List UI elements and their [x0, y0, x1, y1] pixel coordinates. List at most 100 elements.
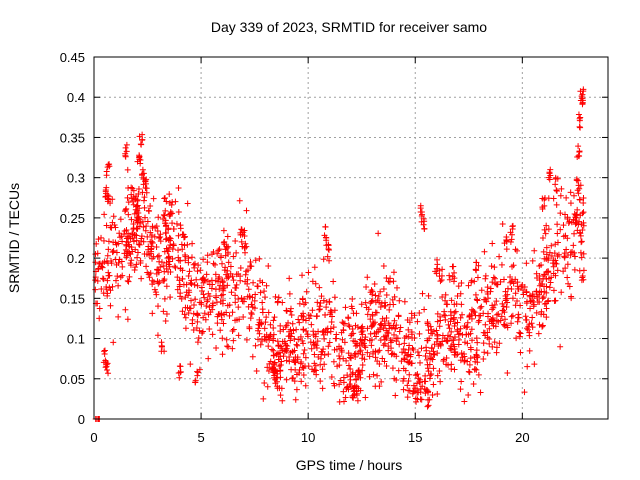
- data-point: [263, 282, 270, 289]
- data-point: [285, 333, 292, 340]
- data-point: [503, 246, 510, 253]
- data-point: [562, 211, 569, 218]
- data-point: [202, 316, 209, 323]
- data-point: [440, 356, 447, 363]
- data-point: [567, 200, 574, 207]
- data-point: [229, 328, 236, 335]
- data-point: [309, 278, 316, 285]
- data-point: [305, 312, 312, 319]
- data-point: [128, 257, 135, 264]
- data-point: [529, 324, 536, 331]
- data-point: [289, 375, 296, 382]
- data-point: [175, 232, 182, 239]
- data-point: [443, 337, 450, 344]
- data-point: [333, 331, 340, 338]
- data-point: [562, 265, 569, 272]
- data-point: [482, 275, 489, 282]
- data-point: [359, 351, 366, 358]
- data-point: [181, 311, 188, 318]
- data-point: [230, 337, 237, 344]
- data-point: [433, 327, 440, 334]
- data-point: [347, 365, 354, 372]
- data-point: [531, 301, 538, 308]
- data-point: [461, 323, 468, 329]
- data-point: [368, 336, 375, 343]
- data-point: [258, 320, 265, 327]
- data-point: [180, 234, 187, 241]
- data-point: [441, 308, 448, 315]
- data-point: [529, 314, 536, 321]
- data-point: [349, 392, 356, 399]
- data-point: [181, 242, 188, 249]
- data-point: [507, 279, 514, 286]
- data-point: [378, 322, 385, 329]
- data-point: [375, 293, 382, 300]
- data-point: [135, 186, 142, 193]
- data-point: [293, 326, 300, 333]
- data-point: [245, 286, 252, 293]
- data-point: [510, 280, 517, 287]
- data-point: [230, 326, 237, 333]
- data-point: [396, 328, 403, 335]
- data-point: [565, 251, 572, 258]
- data-point: [253, 368, 260, 375]
- data-point: [299, 337, 306, 344]
- data-point: [482, 272, 489, 279]
- data-point: [161, 295, 168, 302]
- data-point: [541, 301, 548, 308]
- data-point: [309, 366, 316, 373]
- data-point: [125, 211, 132, 218]
- data-point: [421, 225, 428, 232]
- data-point: [424, 337, 431, 344]
- data-point: [442, 297, 449, 304]
- data-point: [145, 243, 152, 250]
- data-point: [295, 336, 302, 343]
- data-point: [107, 224, 114, 231]
- data-point: [224, 282, 231, 289]
- data-point: [318, 348, 325, 355]
- data-point: [434, 310, 441, 317]
- data-point: [539, 235, 546, 242]
- data-point: [244, 276, 251, 283]
- data-point: [243, 207, 250, 214]
- data-point: [265, 368, 272, 375]
- data-point: [223, 244, 230, 251]
- data-point: [130, 221, 137, 228]
- data-point: [466, 361, 473, 368]
- data-point: [125, 199, 132, 206]
- data-point: [362, 344, 369, 351]
- data-point: [434, 335, 441, 342]
- data-point: [455, 331, 462, 338]
- data-point: [546, 249, 553, 256]
- data-point: [182, 294, 189, 301]
- data-point: [552, 241, 559, 248]
- data-point: [239, 231, 246, 238]
- data-point: [467, 346, 474, 353]
- data-point: [457, 386, 464, 393]
- data-point: [412, 395, 419, 402]
- data-point: [233, 281, 240, 288]
- data-point: [364, 325, 371, 332]
- data-point: [192, 260, 199, 267]
- data-point: [274, 370, 281, 377]
- data-point: [353, 383, 360, 390]
- data-point: [315, 328, 322, 335]
- data-point: [366, 353, 373, 360]
- data-point: [350, 330, 357, 337]
- data-point: [177, 265, 184, 272]
- data-point: [500, 303, 507, 310]
- data-point: [278, 385, 285, 392]
- data-point: [133, 261, 140, 268]
- data-point: [276, 363, 283, 370]
- data-point: [455, 336, 462, 343]
- data-point: [263, 337, 270, 344]
- data-point: [509, 312, 516, 319]
- data-point: [450, 314, 457, 321]
- data-point: [179, 275, 186, 282]
- data-point: [116, 256, 123, 263]
- data-point: [112, 277, 119, 284]
- data-point: [249, 353, 256, 360]
- data-point: [510, 262, 517, 269]
- data-point: [270, 317, 277, 324]
- data-point: [354, 373, 361, 380]
